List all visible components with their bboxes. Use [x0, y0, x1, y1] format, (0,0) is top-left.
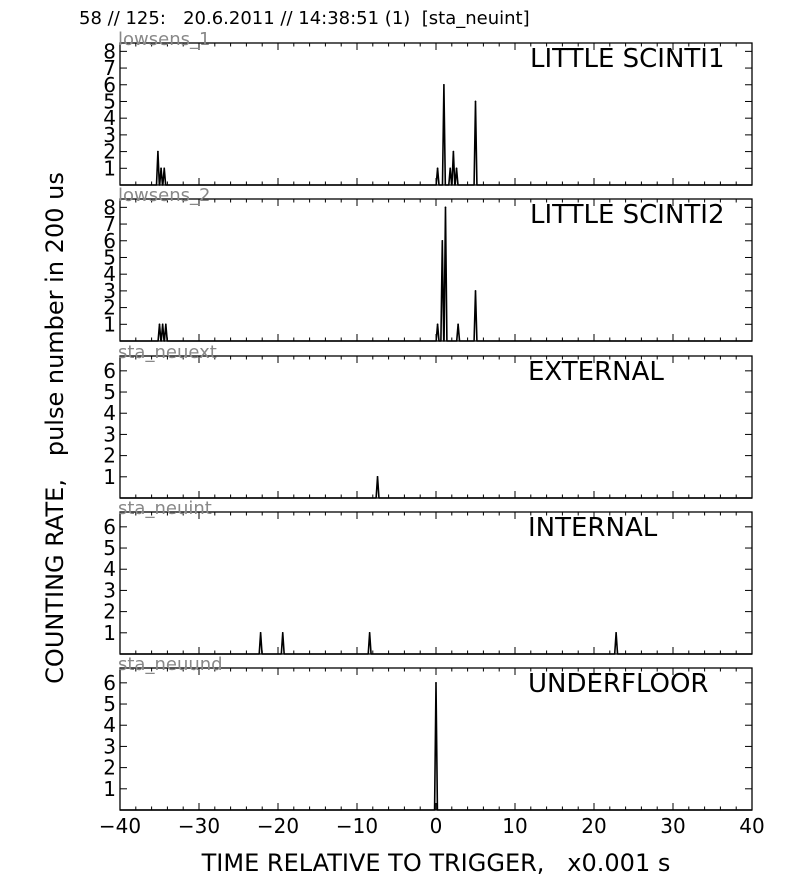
x-tick-label: 30: [660, 814, 685, 838]
series-line: [120, 632, 752, 655]
y-tick-label: 5: [103, 536, 116, 560]
y-tick-label: 3: [103, 123, 116, 147]
y-tick-label: 8: [103, 39, 116, 63]
peak-point: [163, 167, 166, 170]
peak-point: [160, 167, 162, 170]
x-axis-label: TIME RELATIVE TO TRIGGER, x0.001 s: [201, 849, 671, 877]
y-tick-label: 4: [103, 262, 116, 286]
y-tick-label: 3: [103, 279, 116, 303]
peak-point: [452, 150, 455, 153]
panel-title: UNDERFLOOR: [528, 669, 709, 699]
peak-point: [455, 167, 458, 170]
y-tick-label: 1: [103, 621, 116, 645]
y-tick-label: 1: [103, 465, 116, 489]
x-tick-label: 10: [502, 814, 527, 838]
peak-point: [474, 100, 477, 103]
sensor-id-label: lowsens_1: [118, 29, 210, 50]
peak-point: [161, 323, 164, 326]
peak-point: [281, 632, 284, 634]
y-tick-label: 4: [103, 401, 116, 425]
y-tick-label: 6: [103, 229, 116, 253]
peak-point: [368, 632, 371, 634]
series-line: [120, 682, 752, 811]
y-tick-label: 1: [103, 312, 116, 336]
sensor-id-label: sta_neuint: [118, 498, 212, 519]
y-tick-label: 2: [103, 296, 116, 320]
y-tick-label: 3: [103, 734, 116, 758]
peak-point: [435, 682, 437, 684]
sensor-id-label: sta_neuext: [118, 342, 217, 363]
x-tick-label: 40: [739, 814, 764, 838]
y-tick-label: 2: [103, 444, 116, 468]
y-tick-label: 7: [103, 212, 116, 236]
y-tick-label: 6: [103, 359, 116, 383]
y-tick-label: 7: [103, 56, 116, 80]
sensor-id-label: lowsens_2: [118, 185, 210, 206]
y-tick-label: 4: [103, 557, 116, 581]
x-tick-label: 20: [581, 814, 606, 838]
y-tick-label: 8: [103, 195, 116, 219]
peak-point: [443, 83, 445, 86]
y-tick-label: 5: [103, 380, 116, 404]
peak-point: [436, 323, 439, 326]
figure-title: 58 // 125: 20.6.2011 // 14:38:51 (1) [st…: [79, 8, 530, 29]
y-tick-label: 2: [103, 140, 116, 164]
peak-point: [474, 290, 477, 292]
y-tick-label: 6: [103, 671, 116, 695]
y-tick-label: 1: [103, 777, 116, 801]
y-tick-label: 6: [103, 73, 116, 97]
peak-point: [441, 239, 444, 242]
peak-point: [449, 167, 452, 170]
peak-point: [444, 206, 447, 209]
y-tick-label: 3: [103, 578, 116, 602]
panel-title: EXTERNAL: [528, 357, 664, 387]
y-tick-label: 5: [103, 89, 116, 113]
x-tick-label: −30: [178, 814, 220, 838]
peak-point: [259, 632, 262, 634]
panel-title: LITTLE SCINTI2: [530, 200, 725, 230]
y-tick-label: 5: [103, 692, 116, 716]
series-line: [120, 206, 752, 342]
y-tick-label: 5: [103, 245, 116, 269]
x-tick-label: −40: [99, 814, 141, 838]
y-tick-label: 4: [103, 106, 116, 130]
peak-point: [157, 150, 159, 153]
peak-point: [436, 167, 439, 170]
peak-point: [158, 323, 161, 326]
y-tick-label: 2: [103, 600, 116, 624]
series-line: [120, 83, 752, 186]
y-tick-label: 1: [103, 156, 116, 180]
peak-point: [615, 632, 617, 634]
x-tick-label: 0: [430, 814, 443, 838]
panel-title: LITTLE SCINTI1: [530, 44, 725, 74]
peak-point: [457, 323, 459, 326]
peak-point: [376, 476, 379, 478]
y-tick-label: 2: [103, 756, 116, 780]
panel-title: INTERNAL: [528, 513, 658, 543]
x-tick-label: −10: [336, 814, 378, 838]
y-tick-label: 6: [103, 515, 116, 539]
y-tick-label: 4: [103, 713, 116, 737]
peak-point: [165, 323, 167, 326]
x-tick-label: −20: [257, 814, 299, 838]
sensor-id-label: sta_neuund: [118, 654, 223, 675]
y-tick-label: 3: [103, 422, 116, 446]
